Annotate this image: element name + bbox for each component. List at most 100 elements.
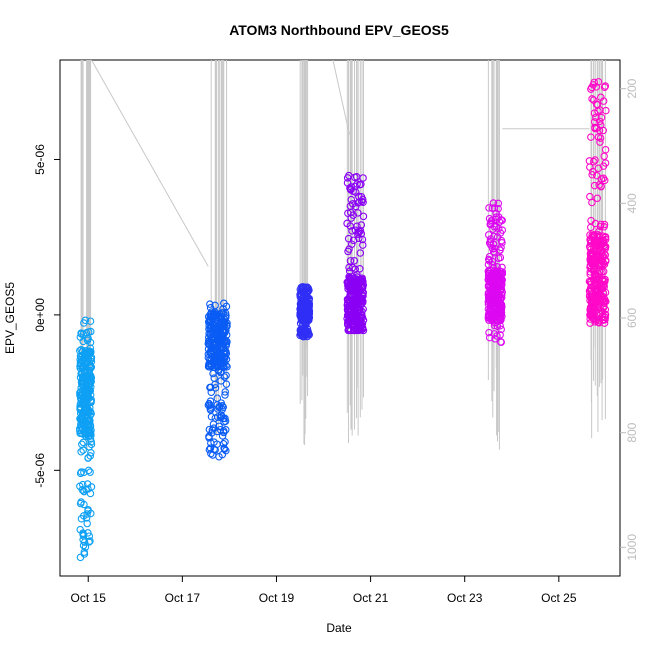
data-point-series-1: [215, 402, 224, 411]
data-point-series-1: [213, 347, 221, 356]
data-point-series-5: [588, 233, 596, 242]
data-point-series-5: [601, 242, 610, 251]
data-point-series-4: [488, 270, 496, 278]
data-point-series-0: [87, 440, 96, 449]
data-point-series-4: [484, 289, 493, 297]
data-points: [76, 78, 610, 562]
data-point-series-5: [593, 253, 602, 261]
data-point-series-0: [83, 519, 91, 528]
data-point-series-4: [485, 204, 493, 212]
x-tick-label-1: Oct 17: [165, 591, 201, 605]
data-point-series-0: [80, 512, 88, 520]
data-point-series-4: [485, 231, 493, 239]
data-point-series-3: [349, 187, 357, 195]
data-point-series-0: [76, 469, 85, 478]
data-point-series-2: [304, 314, 312, 323]
data-point-series-0: [82, 374, 91, 382]
data-point-series-3: [347, 183, 355, 191]
data-point-series-1: [221, 391, 229, 399]
data-point-series-0: [77, 447, 85, 456]
data-point-series-0: [80, 319, 88, 327]
data-point-series-3: [356, 306, 364, 314]
data-point-series-4: [491, 244, 499, 253]
data-point-series-0: [86, 397, 95, 406]
data-point-series-1: [214, 356, 223, 365]
data-point-series-5: [588, 95, 596, 103]
data-point-series-1: [209, 369, 217, 378]
data-point-series-1: [205, 425, 214, 434]
data-point-series-3: [344, 247, 352, 256]
data-point-series-3: [348, 227, 356, 235]
y-tick-label-2: -5e-06: [33, 453, 47, 488]
data-point-series-5: [587, 308, 595, 316]
data-point-series-5: [600, 83, 609, 91]
x-tick-label-0: Oct 15: [71, 591, 107, 605]
data-point-series-1: [219, 403, 227, 412]
data-point-series-1: [210, 445, 218, 454]
data-point-series-4: [497, 315, 505, 324]
data-point-series-0: [86, 452, 95, 460]
data-point-series-5: [588, 83, 596, 92]
data-point-series-1: [207, 388, 216, 397]
data-point-series-3: [344, 234, 353, 243]
data-point-series-5: [595, 227, 603, 236]
data-point-series-3: [343, 314, 351, 323]
data-point-series-4: [489, 199, 498, 207]
data-point-series-4: [487, 300, 496, 308]
data-point-series-4: [494, 199, 503, 208]
data-point-series-3: [345, 283, 353, 292]
data-point-series-4: [490, 321, 499, 330]
data-point-series-3: [349, 236, 358, 245]
data-point-series-1: [210, 424, 218, 432]
data-point-series-5: [587, 293, 595, 302]
data-point-series-1: [206, 300, 214, 308]
data-point-series-5: [592, 113, 600, 122]
data-point-series-1: [220, 344, 228, 352]
data-point-series-0: [78, 364, 86, 372]
data-point-series-3: [359, 241, 367, 249]
data-point-series-4: [485, 333, 494, 342]
data-point-series-1: [214, 365, 223, 374]
y-axis-label: EPV_GEOS5: [3, 282, 17, 354]
data-point-series-4: [490, 271, 498, 280]
data-point-series-1: [211, 446, 219, 454]
data-point-series-2: [303, 325, 312, 333]
data-point-series-5: [590, 262, 599, 270]
data-point-series-3: [358, 278, 367, 286]
data-point-series-1: [216, 413, 225, 422]
data-point-series-1: [219, 305, 227, 313]
data-point-series-3: [354, 192, 363, 201]
data-point-series-5: [601, 315, 609, 324]
data-point-series-5: [590, 240, 598, 249]
data-point-series-1: [209, 323, 218, 332]
data-point-series-1: [217, 332, 226, 340]
plot-frame: [59, 59, 621, 577]
data-point-series-5: [599, 276, 607, 284]
data-point-series-5: [594, 78, 603, 86]
pressure-transit-0: [91, 59, 209, 267]
data-point-series-3: [343, 219, 351, 228]
data-point-series-5: [600, 295, 609, 303]
data-point-series-0: [85, 394, 93, 402]
data-point-series-0: [79, 438, 88, 447]
data-point-series-5: [599, 97, 608, 105]
data-point-series-3: [347, 321, 355, 329]
y-axis: 5e-06 0e+00 -5e-06: [33, 144, 60, 488]
data-point-series-0: [81, 543, 90, 551]
data-point-series-4: [497, 300, 506, 309]
data-point-series-5: [600, 220, 609, 229]
data-point-series-5: [595, 181, 603, 189]
data-point-series-5: [598, 307, 607, 316]
data-point-series-4: [497, 216, 505, 224]
y-tick-label-1: 0e+00: [33, 298, 47, 332]
data-point-series-1: [211, 301, 219, 310]
data-point-series-5: [586, 319, 594, 327]
data-point-series-3: [359, 292, 367, 300]
data-point-series-5: [587, 133, 595, 141]
data-point-series-5: [592, 273, 600, 282]
data-point-series-1: [207, 342, 216, 351]
data-point-series-0: [77, 414, 85, 423]
data-point-series-0: [84, 466, 93, 475]
data-point-series-4: [490, 223, 499, 231]
